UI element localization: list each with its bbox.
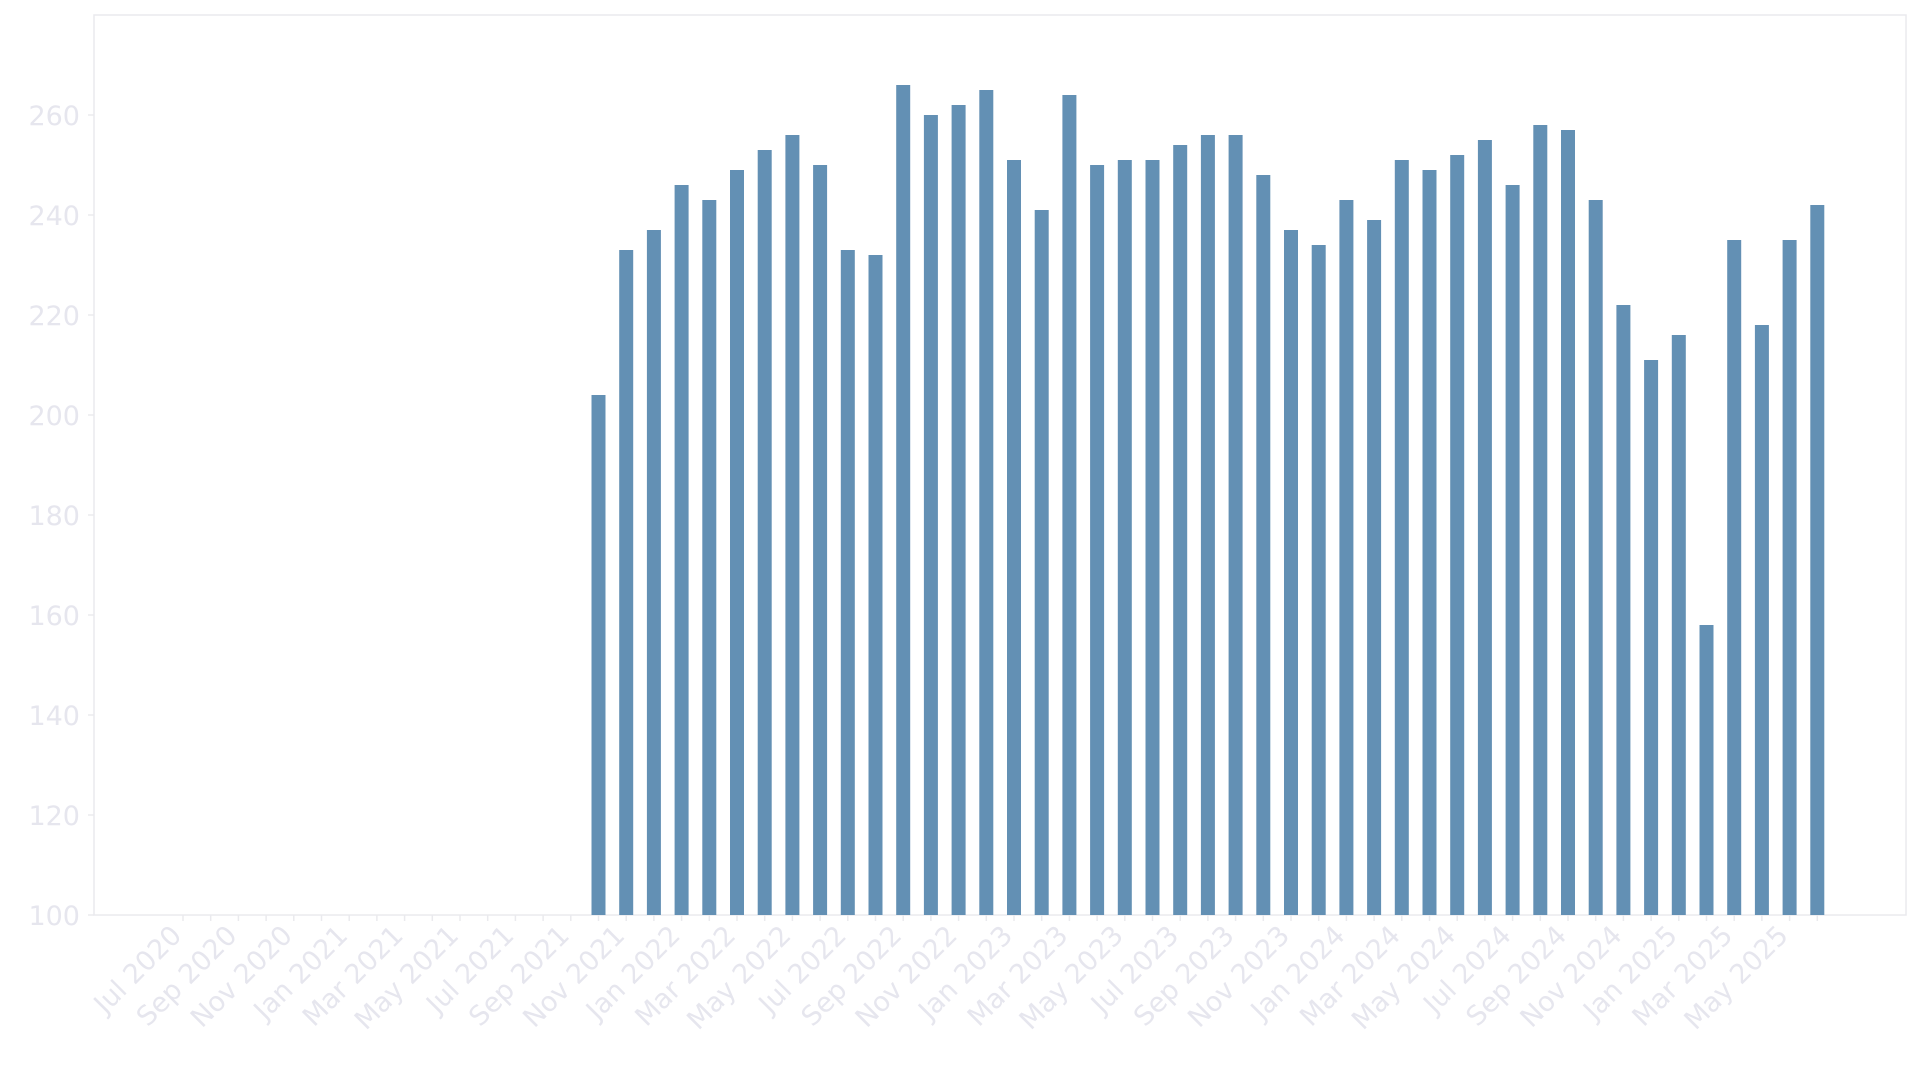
bar (951, 105, 966, 915)
bar (1284, 230, 1298, 915)
bar (868, 255, 883, 915)
bar (1699, 625, 1714, 915)
bar (979, 90, 994, 915)
bar (1367, 220, 1382, 915)
bar (757, 150, 772, 915)
bar (1007, 160, 1021, 915)
bar (1727, 240, 1742, 915)
bar (1145, 160, 1160, 915)
y-tick-label: 220 (28, 301, 80, 332)
bar (646, 230, 661, 915)
bar (1505, 185, 1520, 915)
bar (730, 170, 744, 915)
bar (1311, 245, 1326, 915)
bar (1671, 335, 1686, 915)
bar (1394, 160, 1409, 915)
y-tick-label: 240 (28, 201, 80, 232)
bar (1034, 210, 1049, 915)
bar (1561, 130, 1575, 915)
bar (813, 165, 828, 915)
bar (1256, 175, 1271, 915)
bar (1450, 155, 1465, 915)
bar (1782, 240, 1797, 915)
y-tick-label: 120 (28, 801, 80, 832)
bar (1173, 145, 1188, 915)
y-tick-label: 180 (28, 501, 80, 532)
bar (1477, 140, 1492, 915)
bar (840, 250, 855, 915)
bar (1588, 200, 1603, 915)
bar (591, 395, 606, 915)
y-tick-label: 260 (28, 101, 80, 132)
y-tick-label: 140 (28, 701, 80, 732)
bar (674, 185, 689, 915)
y-tick-label: 160 (28, 601, 80, 632)
bar (1339, 200, 1354, 915)
bar (923, 115, 938, 915)
bar (1644, 360, 1659, 915)
bar (1422, 170, 1437, 915)
bar (1090, 165, 1105, 915)
y-tick-label: 200 (28, 401, 80, 432)
bar (1117, 160, 1132, 915)
bar (896, 85, 911, 915)
bar (619, 250, 634, 915)
bar (1754, 325, 1769, 915)
bar (1616, 305, 1631, 915)
bar (1810, 205, 1825, 915)
bar (1062, 95, 1077, 915)
bar (702, 200, 717, 915)
y-tick-label: 100 (28, 901, 80, 932)
bar (1533, 125, 1548, 915)
bar (1228, 135, 1243, 915)
plot-frame (93, 14, 1907, 916)
bar (1200, 135, 1215, 915)
bar (785, 135, 800, 915)
